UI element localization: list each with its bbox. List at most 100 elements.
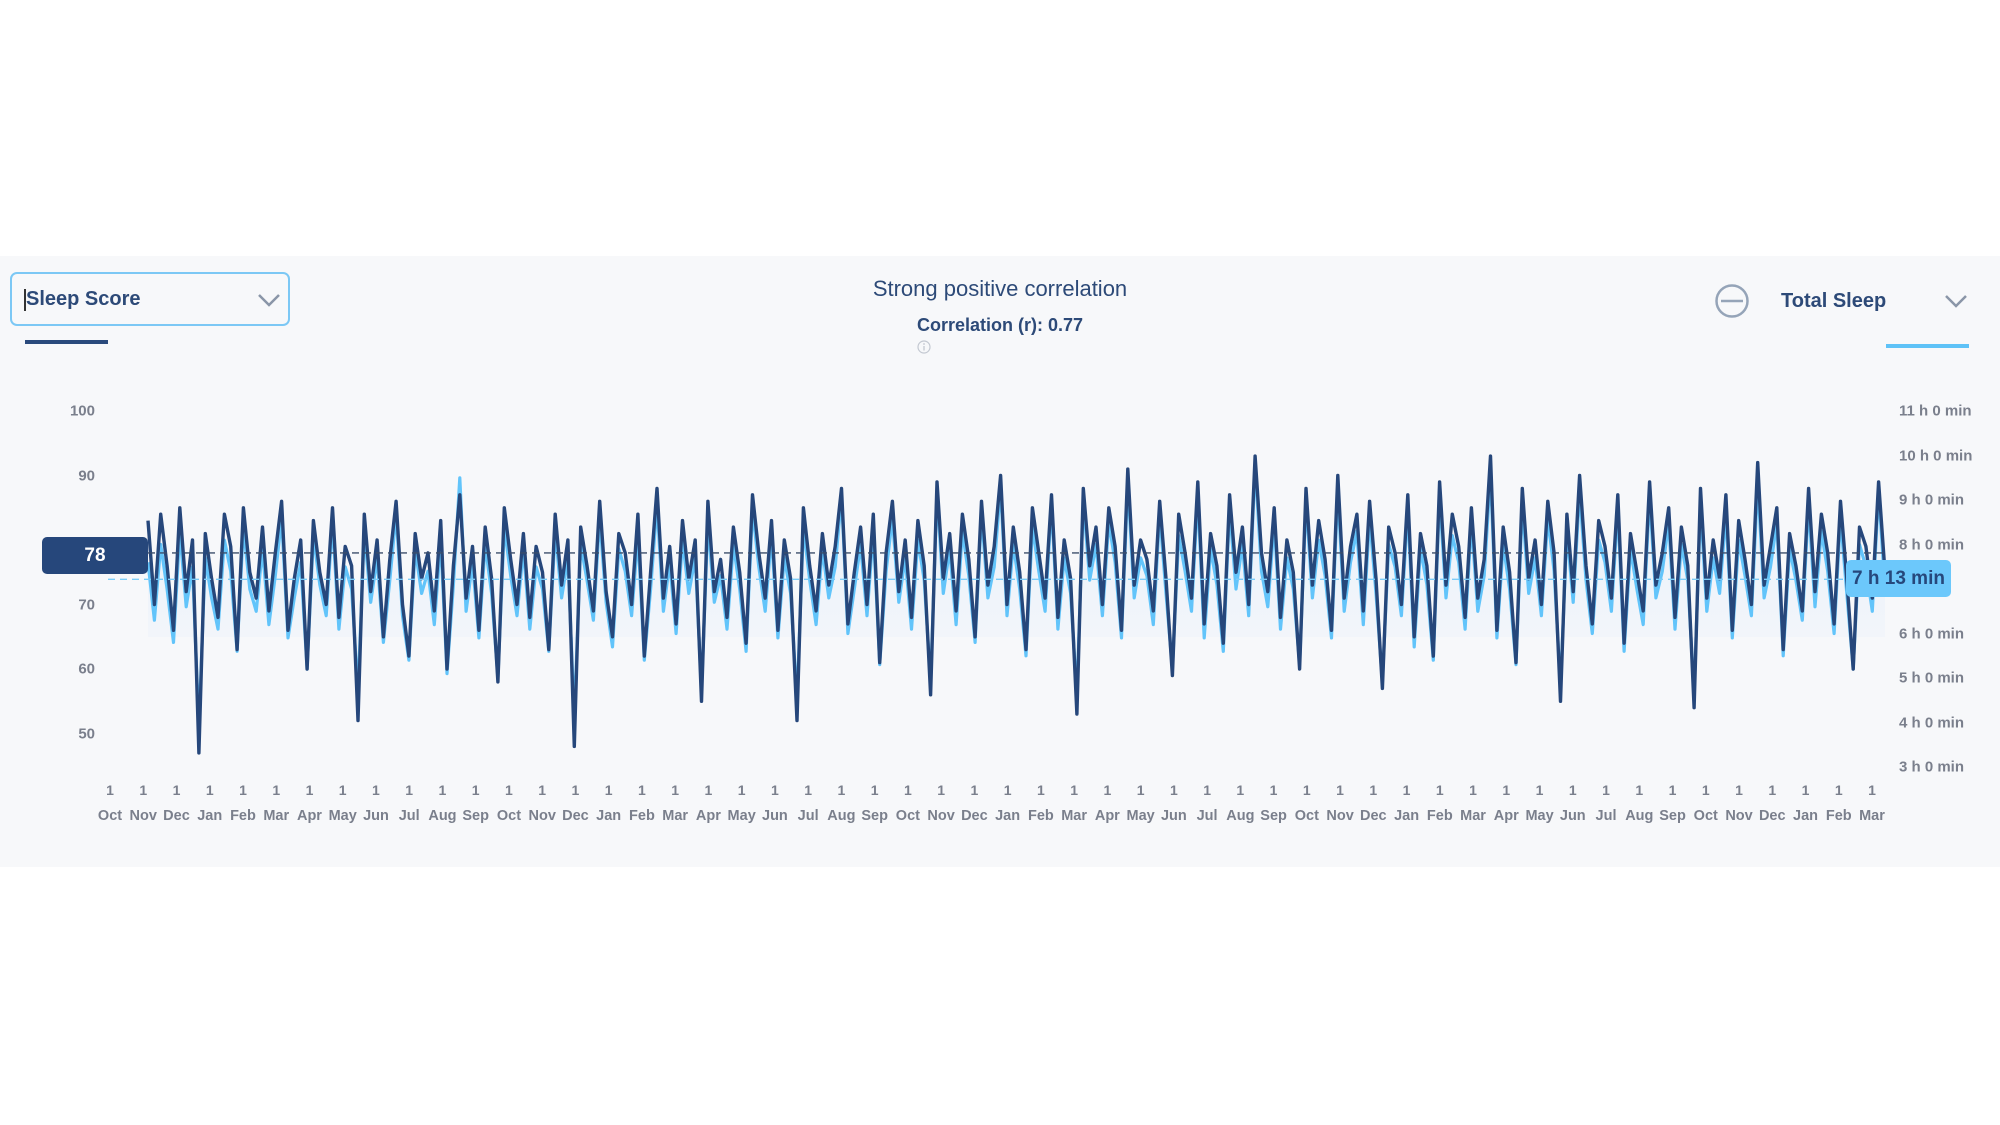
chevron-down-icon[interactable]	[257, 293, 281, 309]
right-series-indicator	[1886, 344, 1969, 348]
x-tick-month: Feb	[1825, 808, 1852, 824]
x-tick-month: Dec	[1360, 808, 1387, 824]
x-tick-day: 1	[671, 782, 680, 798]
x-tick-day: 1	[1668, 782, 1677, 798]
x-tick-day: 1	[372, 782, 380, 798]
left-metric-dropdown[interactable]: Sleep Score	[10, 272, 290, 326]
x-tick-day: 1	[139, 782, 148, 798]
x-tick-day: 1	[1834, 782, 1843, 798]
x-tick-month: Jan	[1793, 808, 1818, 824]
sleep-score-line[interactable]	[146, 454, 1887, 755]
y-tick-right: 9 h 0 min	[1899, 491, 1965, 509]
y-tick-right: 5 h 0 min	[1899, 669, 1965, 687]
correlation-value: Correlation (r): 0.77	[916, 315, 1084, 335]
x-tick-month: Dec	[562, 808, 589, 824]
x-tick-day: 1	[405, 782, 414, 798]
x-tick-day: 1	[1036, 782, 1045, 798]
x-tick-day: 1	[1602, 782, 1610, 798]
x-tick-day: 1	[1070, 782, 1079, 798]
y-tick-right: 4 h 0 min	[1899, 714, 1965, 731]
x-tick-day: 1	[1701, 782, 1710, 798]
x-tick-day: 1	[1801, 782, 1810, 798]
x-tick-month: Jun	[1559, 808, 1586, 824]
x-tick-month: Mar	[1859, 808, 1885, 824]
x-tick-month: Apr	[1493, 808, 1519, 824]
x-tick-month: Aug	[1226, 808, 1255, 824]
x-tick-day: 1	[638, 782, 646, 798]
x-tick-day: 1	[505, 782, 513, 798]
x-tick-month: May	[727, 808, 756, 824]
x-tick-day: 1	[438, 782, 447, 798]
x-tick-month: Jul	[1595, 808, 1617, 824]
x-tick-month: Jan	[596, 808, 622, 824]
x-tick-month: May	[1126, 808, 1155, 824]
x-tick-month: Jun	[1160, 808, 1187, 824]
x-tick-day: 1	[272, 782, 281, 798]
x-tick-month: Sep	[462, 808, 489, 824]
x-tick-month: Dec	[163, 808, 190, 824]
x-tick-day: 1	[239, 782, 247, 798]
x-tick-month: Jan	[1394, 808, 1420, 824]
x-tick-day: 1	[1103, 782, 1112, 798]
x-tick-month: Feb	[1426, 808, 1453, 824]
correlation-chart-card: Sleep Score Strong positive correlation …	[0, 256, 2000, 867]
x-tick-month: Jan	[197, 808, 223, 824]
x-tick-month: Feb	[629, 808, 655, 824]
x-tick-month: Jan	[995, 808, 1021, 824]
x-tick-day: 1	[106, 782, 114, 798]
x-tick-month: Sep	[1260, 808, 1287, 824]
x-tick-month: Oct	[1693, 808, 1718, 824]
x-tick-day: 1	[1535, 782, 1544, 798]
x-tick-day: 1	[937, 782, 946, 798]
chevron-down-icon[interactable]	[1944, 294, 1968, 310]
x-tick-day: 1	[1768, 782, 1777, 798]
correlation-title: Strong positive correlation	[872, 276, 1128, 301]
x-tick-day: 1	[1203, 782, 1211, 798]
x-tick-month: Aug	[428, 808, 457, 824]
x-tick-day: 1	[737, 782, 746, 798]
x-tick-month: Mar	[662, 808, 689, 824]
x-tick-month: Mar	[263, 808, 290, 824]
x-tick-day: 1	[205, 782, 214, 798]
y-tick-right: 11 h 0 min	[1899, 402, 1972, 420]
x-tick-day: 1	[804, 782, 813, 798]
y-tick-left: 50	[78, 725, 95, 742]
x-tick-month: Oct	[496, 808, 522, 824]
x-tick-day: 1	[704, 782, 713, 798]
x-tick-month: May	[1525, 808, 1554, 824]
x-tick-month: Aug	[827, 808, 856, 824]
y-tick-right: 10 h 0 min	[1899, 447, 1973, 464]
x-tick-day: 1	[903, 782, 912, 798]
x-tick-month: Feb	[230, 808, 256, 824]
x-tick-month: Oct	[1294, 808, 1319, 824]
x-tick-month: Jul	[1196, 808, 1218, 824]
left-metric-value: Sleep Score	[24, 287, 141, 311]
x-tick-day: 1	[870, 782, 879, 798]
x-tick-day: 1	[538, 782, 547, 798]
x-tick-day: 1	[571, 782, 580, 798]
total-sleep-average-badge: 7 h 13 min	[1846, 560, 1951, 597]
x-tick-month: Dec	[961, 808, 988, 824]
x-tick-month: Aug	[1625, 808, 1654, 824]
right-metric-dropdown[interactable]: Total Sleep	[1781, 290, 1887, 312]
plot-area[interactable]	[0, 256, 2000, 867]
y-tick-left: 60	[78, 660, 95, 678]
x-tick-month: Nov	[1326, 808, 1354, 824]
x-tick-month: Apr	[296, 808, 322, 824]
y-tick-right: 6 h 0 min	[1899, 625, 1965, 642]
x-tick-month: Sep	[1659, 808, 1686, 824]
remove-series-icon[interactable]	[1715, 284, 1749, 318]
x-tick-month: Sep	[861, 808, 888, 824]
x-tick-month: Nov	[1725, 808, 1753, 824]
x-tick-month: Jun	[363, 808, 389, 824]
left-series-indicator	[25, 340, 108, 344]
x-tick-day: 1	[471, 782, 480, 798]
x-tick-day: 1	[1136, 782, 1145, 798]
x-tick-day: 1	[604, 782, 613, 798]
x-tick-month: Nov	[129, 808, 157, 824]
info-icon[interactable]	[917, 340, 931, 354]
x-tick-day: 1	[1369, 782, 1378, 798]
x-tick-day: 1	[338, 782, 347, 798]
x-tick-day: 1	[1469, 782, 1477, 798]
x-tick-day: 1	[1336, 782, 1344, 798]
